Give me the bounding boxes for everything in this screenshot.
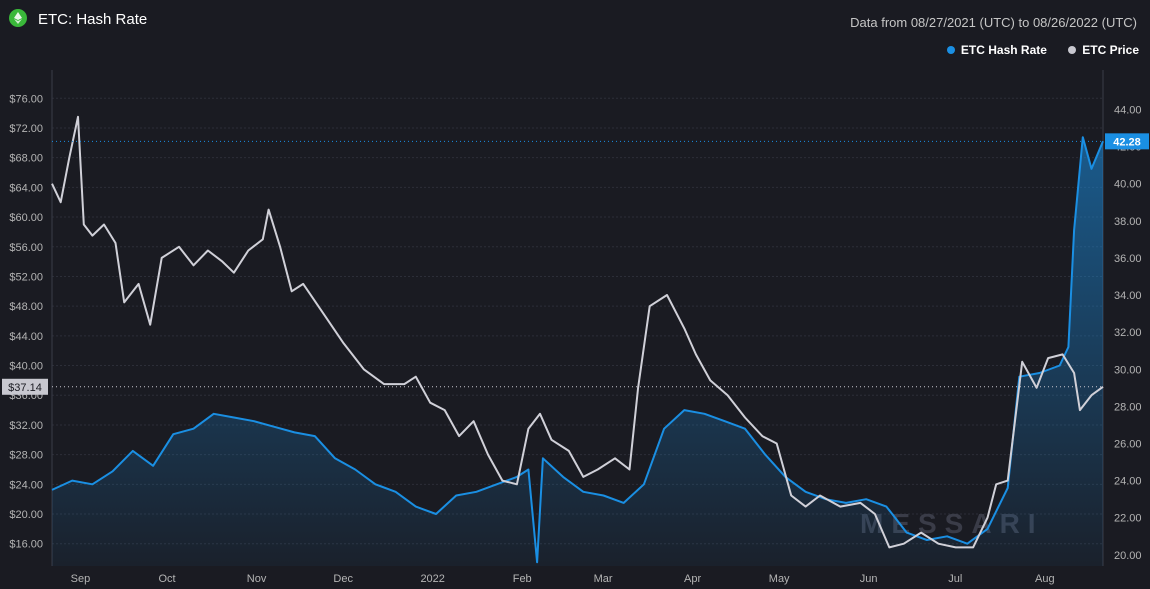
chart-header: ETC: Hash Rate Data from 08/27/2021 (UTC… bbox=[0, 0, 1150, 44]
y-right-tick-label: 30.00 bbox=[1114, 364, 1142, 376]
y-right-tick-label: 44.00 bbox=[1114, 104, 1142, 116]
y-left-tick-label: $52.00 bbox=[9, 271, 43, 283]
y-left-tick-label: $64.00 bbox=[9, 182, 43, 194]
price-current-badge bbox=[2, 378, 48, 395]
price-legend-dot-icon bbox=[1068, 46, 1077, 54]
y-left-tick-label: $32.00 bbox=[9, 420, 43, 432]
y-right-tick-label: 28.00 bbox=[1114, 401, 1142, 413]
y-right-tick-label: 32.00 bbox=[1114, 327, 1142, 339]
y-left-tick-label: $72.00 bbox=[9, 123, 43, 135]
chart-title: ETC: Hash Rate bbox=[38, 11, 148, 28]
y-right-tick-label: 22.00 bbox=[1114, 513, 1142, 525]
y-right-tick-label: 34.00 bbox=[1114, 290, 1142, 302]
price-current-value: $37.14 bbox=[8, 382, 42, 394]
legend-item-hash-rate[interactable]: ETC Hash Rate bbox=[946, 43, 1047, 57]
x-tick-label: May bbox=[769, 573, 790, 585]
price-series-line bbox=[51, 115, 1104, 549]
y-left-tick-label: $48.00 bbox=[9, 301, 43, 313]
legend-item-price[interactable]: ETC Price bbox=[1068, 43, 1139, 57]
chart-axes: $16.00$20.00$24.00$28.00$32.00$36.00$40.… bbox=[2, 93, 1149, 585]
x-tick-label: Dec bbox=[333, 573, 353, 585]
y-left-tick-label: $44.00 bbox=[9, 331, 43, 343]
y-right-tick-label: 24.00 bbox=[1114, 476, 1142, 488]
y-left-tick-label: $28.00 bbox=[9, 450, 43, 462]
y-left-tick-label: $20.00 bbox=[9, 509, 43, 521]
x-tick-label: Sep bbox=[71, 573, 91, 585]
x-tick-label: Aug bbox=[1035, 573, 1055, 585]
date-range-label: Data from 08/27/2021 (UTC) to 08/26/2022… bbox=[850, 15, 1137, 30]
y-left-tick-label: $16.00 bbox=[9, 539, 43, 551]
legend-label-hash-rate: ETC Hash Rate bbox=[960, 43, 1047, 57]
y-right-tick-label: 20.00 bbox=[1114, 550, 1142, 562]
hash-rate-current-badge bbox=[1105, 133, 1149, 150]
hash-rate-current-value: 42.28 bbox=[1113, 136, 1141, 148]
x-tick-label: Nov bbox=[247, 573, 267, 585]
y-right-tick-label: 36.00 bbox=[1114, 253, 1142, 265]
y-left-tick-label: $24.00 bbox=[9, 479, 43, 491]
x-tick-label: Oct bbox=[158, 573, 175, 585]
etc-logo-icon bbox=[9, 9, 27, 27]
hash-rate-legend-dot-icon bbox=[946, 46, 955, 54]
legend-label-price: ETC Price bbox=[1082, 43, 1139, 57]
y-right-tick-label: 26.00 bbox=[1114, 439, 1142, 451]
x-tick-label: Feb bbox=[513, 573, 532, 585]
y-right-tick-label: 40.00 bbox=[1114, 179, 1142, 191]
y-left-tick-label: $60.00 bbox=[9, 212, 43, 224]
x-tick-label: 2022 bbox=[420, 573, 444, 585]
x-tick-label: Jun bbox=[860, 573, 878, 585]
x-tick-label: Apr bbox=[684, 573, 701, 585]
x-tick-label: Jul bbox=[948, 573, 962, 585]
y-left-tick-label: $68.00 bbox=[9, 153, 43, 165]
chart-legend: ETC Hash Rate ETC Price bbox=[929, 43, 1139, 57]
chart-marks bbox=[51, 115, 1104, 566]
y-left-tick-label: $40.00 bbox=[9, 361, 43, 373]
y-left-tick-label: $56.00 bbox=[9, 242, 43, 254]
y-left-tick-label: $76.00 bbox=[9, 93, 43, 105]
x-tick-label: Mar bbox=[594, 573, 613, 585]
hash-rate-area bbox=[52, 137, 1103, 566]
y-right-tick-label: 38.00 bbox=[1114, 216, 1142, 228]
